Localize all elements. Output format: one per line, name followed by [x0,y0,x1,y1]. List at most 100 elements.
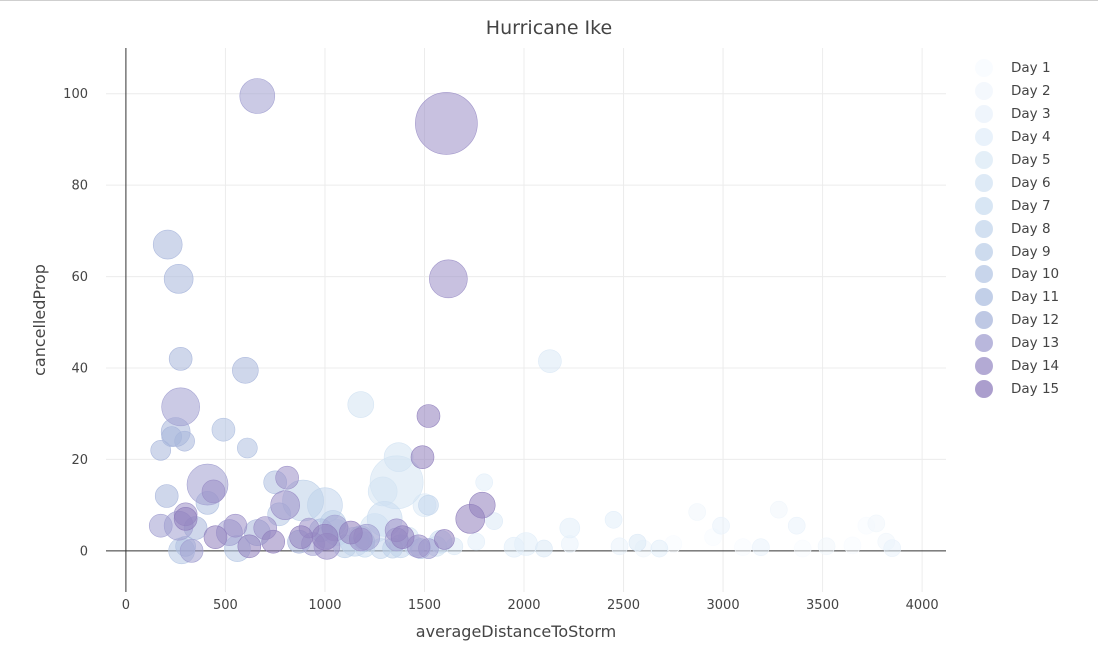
legend-item[interactable]: Day 7 [975,194,1085,217]
legend-item[interactable]: Day 10 [975,263,1085,286]
data-point [867,514,886,533]
x-tick-label: 1500 [408,598,441,613]
legend-item[interactable]: Day 9 [975,240,1085,263]
data-point [347,391,375,418]
data-point [485,512,503,530]
data-point [610,537,629,556]
legend-swatch [975,265,993,284]
y-tick-label: 100 [63,87,88,102]
legend-label: Day 7 [1011,197,1051,214]
chart-title: Hurricane Ike [486,17,612,39]
legend-swatch [975,196,993,215]
data-point [734,538,752,557]
legend-item[interactable]: Day 13 [975,332,1085,355]
data-point [628,533,647,552]
data-point [179,539,204,563]
x-tick-label: 0 [122,598,130,613]
x-axis-label: averageDistanceToStorm [416,622,616,641]
legend-label: Day 9 [1011,243,1051,260]
legend-label: Day 4 [1011,129,1051,146]
data-point [168,347,193,371]
x-tick-label: 3000 [707,598,740,613]
data-points [148,78,902,565]
legend-label: Day 6 [1011,174,1051,191]
data-point [152,229,183,260]
data-point [455,504,486,534]
data-point [383,442,414,472]
y-tick-label: 20 [71,453,88,468]
data-point [604,510,623,529]
legend-item[interactable]: Day 4 [975,126,1085,149]
legend-swatch [975,357,993,376]
data-point [418,494,439,516]
legend-swatch [975,105,993,124]
legend-swatch [975,334,993,353]
legend-item[interactable]: Day 12 [975,309,1085,332]
x-tick-label: 500 [213,598,238,613]
legend-label: Day 15 [1011,380,1060,397]
legend-swatch [975,173,993,192]
legend-item[interactable]: Day 2 [975,80,1085,103]
data-point [275,465,299,490]
legend-label: Day 2 [1011,83,1051,100]
data-point [415,92,478,155]
data-point [688,503,706,521]
legend-swatch [975,128,993,147]
data-point [475,473,493,492]
data-point [793,539,812,558]
data-point [311,523,339,551]
data-point [712,516,730,535]
data-point [261,529,286,554]
legend-label: Day 3 [1011,106,1051,123]
x-tick-label: 2000 [507,598,540,613]
data-point [163,264,194,294]
data-point [150,439,172,461]
legend-label: Day 5 [1011,152,1051,168]
legend-item[interactable]: Day 1 [975,57,1085,80]
legend-label: Day 10 [1011,266,1060,283]
data-point [270,490,300,520]
legend-item[interactable]: Day 14 [975,355,1085,378]
data-point [883,539,902,557]
legend-item[interactable]: Day 6 [975,171,1085,194]
legend-label: Day 13 [1011,335,1060,352]
data-point [390,525,415,549]
data-point [161,387,200,427]
legend-swatch [975,311,993,330]
legend-label: Day 8 [1011,220,1051,237]
data-point [154,484,179,508]
legend-label: Day 12 [1011,312,1060,329]
legend-item[interactable]: Day 15 [975,377,1085,400]
x-axis-ticks: 0 500 1000 1500 2000 2500 3000 3500 4000 [122,598,939,613]
legend-item[interactable]: Day 3 [975,103,1085,126]
legend-label: Day 11 [1011,289,1060,306]
legend-item[interactable]: Day 8 [975,217,1085,240]
y-axis-label: cancelledProp [30,264,49,376]
data-point [787,516,806,535]
legend-item[interactable]: Day 5 [975,149,1085,172]
data-point [538,349,562,373]
y-tick-label: 80 [71,179,88,194]
x-tick-label: 1000 [308,598,341,613]
data-point [559,517,581,539]
legend-swatch [975,219,993,238]
data-point [410,445,435,469]
data-point [752,538,770,557]
data-point [503,536,525,558]
data-point [769,500,788,519]
series-12 [150,229,311,554]
data-point [173,507,198,531]
data-point [817,537,836,556]
data-point [434,529,455,550]
data-point [467,532,486,551]
legend: Day 1 Day 2 Day 3 Day 4 Day 5 Day 6 Day 7 Day 8… [975,57,1085,400]
y-tick-label: 0 [80,544,88,559]
legend-label: Day 1 [1011,60,1051,77]
data-point [289,525,313,549]
data-point [232,356,259,384]
legend-item[interactable]: Day 11 [975,286,1085,309]
legend-swatch [975,151,993,169]
y-axis-ticks: 0 20 40 60 80 100 [63,87,88,559]
data-point [237,534,262,559]
